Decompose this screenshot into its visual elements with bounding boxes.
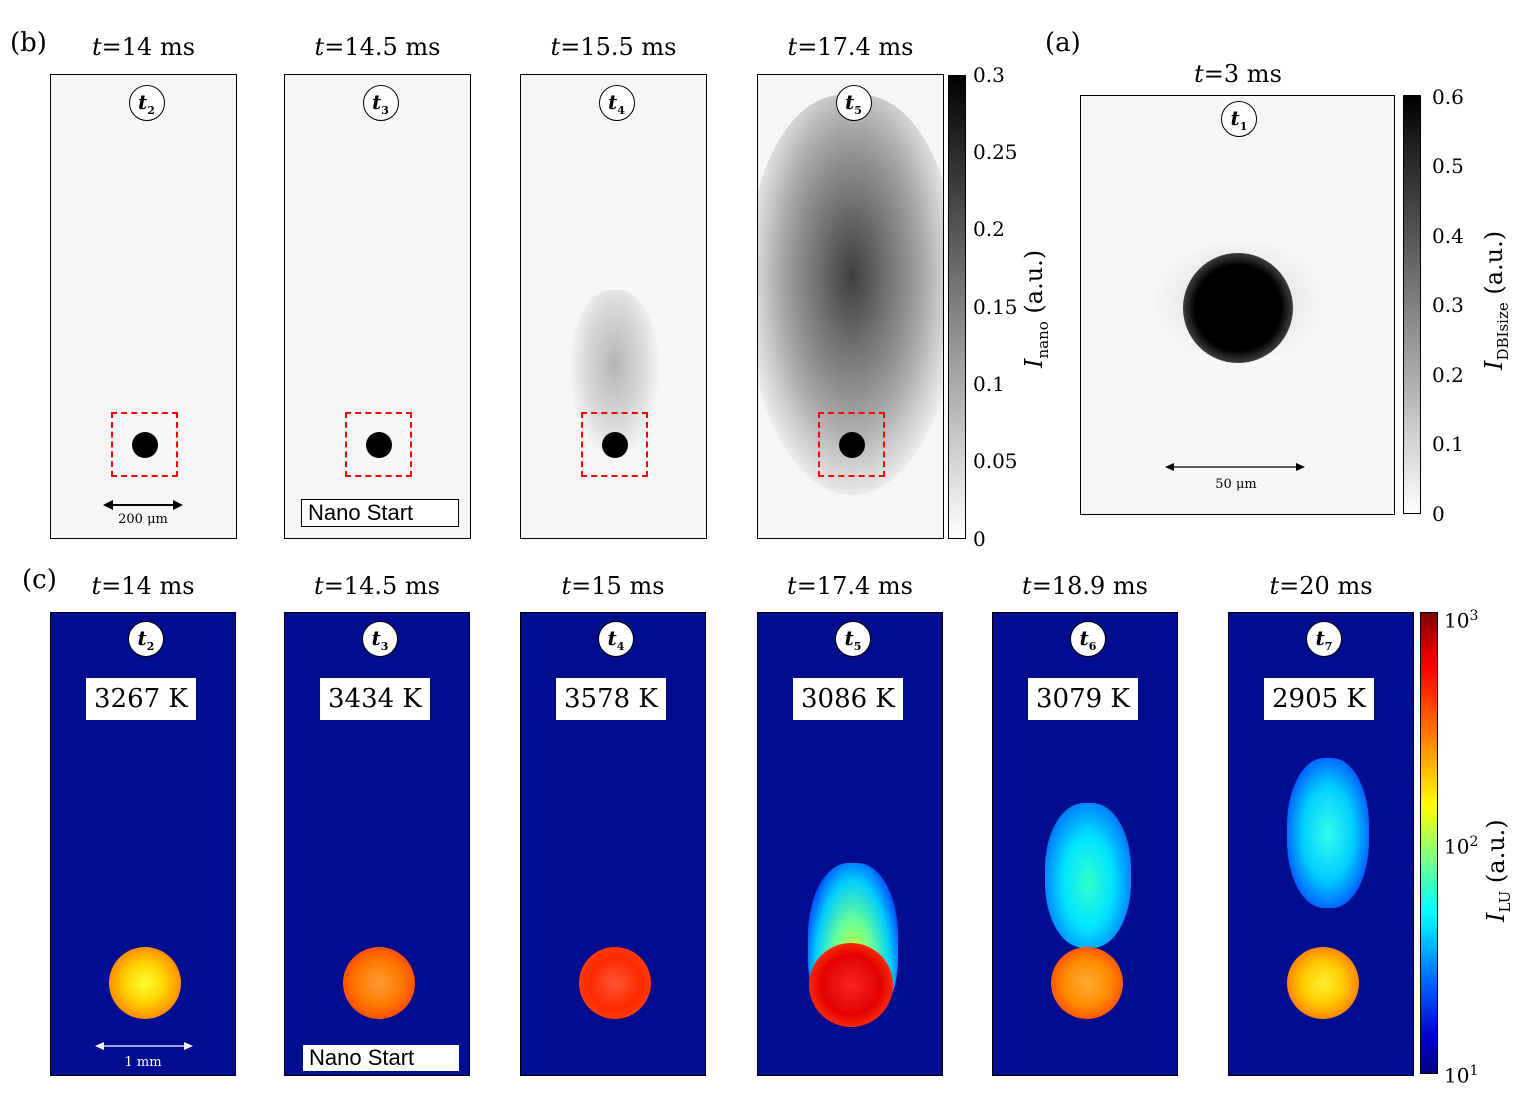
tag-t1: t1 xyxy=(1221,101,1257,137)
roi-box xyxy=(111,412,178,477)
colorbar-a-tick: 0.5 xyxy=(1432,154,1464,178)
panel-b-frame-4: t5 xyxy=(757,74,944,539)
tag-t3: t3 xyxy=(362,85,399,121)
droplet-image xyxy=(132,432,158,458)
panel-b-title-2: t=14.5 ms xyxy=(314,33,441,61)
colorbar-b-tick: 0.1 xyxy=(973,372,1005,396)
panel-c-frame-6: 2905 K t7 xyxy=(1228,612,1414,1076)
tag-t4: t4 xyxy=(598,85,635,121)
scale-label-a: 50 μm xyxy=(1215,477,1257,492)
panel-b-frame-3: t4 xyxy=(520,74,707,539)
droplet-image xyxy=(602,432,628,458)
colorbar-a-tick: 0.1 xyxy=(1432,432,1464,456)
panel-b-title-3: t=15.5 ms xyxy=(550,33,677,61)
temperature-label-2: 3434 K xyxy=(320,678,430,720)
panel-c-frame-5: 3079 K t6 xyxy=(992,612,1178,1076)
scale-bar-b xyxy=(103,500,183,510)
nano-start-label-b: Nano Start xyxy=(301,499,459,527)
colorbar-b-label: Inano (a.u.) xyxy=(1020,249,1052,368)
panel-c-title-1: t=14 ms xyxy=(91,572,195,600)
colorbar-a-label: IDBIsize (a.u.) xyxy=(1480,230,1512,370)
plume-image xyxy=(758,95,943,495)
scale-label-b: 200 μm xyxy=(118,512,168,527)
colorbar-b-tick: 0.15 xyxy=(973,295,1018,319)
tag-t4: t4 xyxy=(598,621,634,657)
panel-a-image: t1 50 μm xyxy=(1080,95,1395,515)
panel-c-title-5: t=18.9 ms xyxy=(1022,572,1148,600)
panel-c-title-2: t=14.5 ms xyxy=(314,572,440,600)
droplet-image xyxy=(1051,947,1123,1019)
colorbar-c-tick: 101 xyxy=(1444,1063,1479,1088)
panel-c-frame-4: 3086 K t5 xyxy=(757,612,943,1076)
colorbar-a-tick: 0.2 xyxy=(1432,363,1464,387)
scale-bar-a xyxy=(1165,463,1305,471)
colorbar-b-tick: 0.05 xyxy=(973,449,1018,473)
nano-start-label-c: Nano Start xyxy=(303,1045,459,1071)
scale-label-c: 1 mm xyxy=(124,1055,162,1070)
panel-c-title-6: t=20 ms xyxy=(1269,572,1373,600)
panel-c-frame-3: 3578 K t4 xyxy=(520,612,706,1076)
colorbar-a-tick: 0.6 xyxy=(1432,85,1464,109)
colorbar-b-tick: 0 xyxy=(973,527,986,551)
temperature-label-1: 3267 K xyxy=(86,678,196,720)
temperature-label-5: 3079 K xyxy=(1028,678,1138,720)
roi-box xyxy=(345,412,412,477)
colorbar-b-tick: 0.2 xyxy=(973,217,1005,241)
panel-b-title-1: t=14 ms xyxy=(91,33,196,61)
colorbar-a xyxy=(1403,95,1421,514)
droplet-image xyxy=(1287,947,1359,1019)
colorbar-c-tick: 103 xyxy=(1444,608,1479,633)
colorbar-a-tick: 0.3 xyxy=(1432,293,1464,317)
panel-label-b: (b) xyxy=(10,28,47,58)
panel-c-title-3: t=15 ms xyxy=(561,572,665,600)
colorbar-b-tick: 0.25 xyxy=(973,140,1018,164)
tag-t3: t3 xyxy=(362,621,398,657)
colorbar-c-label: ILU (a.u.) xyxy=(1482,819,1514,922)
droplet-image xyxy=(109,947,181,1019)
panel-b-frame-1: t2 200 μm xyxy=(50,74,237,539)
colorbar-b xyxy=(948,75,966,539)
plume-image xyxy=(1045,803,1131,948)
tag-t5: t5 xyxy=(835,85,872,121)
tag-t2: t2 xyxy=(128,621,164,657)
droplet-image xyxy=(1183,253,1293,363)
droplet-image xyxy=(343,947,415,1019)
tag-t7: t7 xyxy=(1306,621,1342,657)
tag-t5: t5 xyxy=(835,621,871,657)
temperature-label-4: 3086 K xyxy=(793,678,903,720)
roi-box xyxy=(818,412,885,477)
colorbar-a-tick: 0.4 xyxy=(1432,224,1464,248)
temperature-label-3: 3578 K xyxy=(556,678,666,720)
plume-image xyxy=(1287,758,1369,908)
colorbar-c-tick: 102 xyxy=(1444,834,1479,859)
scale-bar-c xyxy=(95,1042,193,1050)
panel-c-title-4: t=17.4 ms xyxy=(787,572,913,600)
droplet-image xyxy=(366,432,392,458)
colorbar-a-tick: 0 xyxy=(1432,502,1445,526)
plume-image xyxy=(571,290,658,456)
panel-b-title-4: t=17.4 ms xyxy=(787,33,914,61)
colorbar-c xyxy=(1420,612,1438,1074)
droplet-image xyxy=(839,432,865,458)
panel-b-frame-2: t3 Nano Start xyxy=(284,74,471,539)
panel-a-title: t=3 ms xyxy=(1194,60,1282,88)
panel-c-frame-2: 3434 K t3 Nano Start xyxy=(284,612,470,1076)
tag-t6: t6 xyxy=(1070,621,1106,657)
tag-t2: t2 xyxy=(128,85,165,121)
panel-c-frame-1: 3267 K t2 1 mm xyxy=(50,612,236,1076)
panel-label-c: (c) xyxy=(22,565,57,595)
droplet-image xyxy=(809,943,893,1027)
roi-box xyxy=(581,412,648,477)
droplet-image xyxy=(579,947,651,1019)
temperature-label-6: 2905 K xyxy=(1264,678,1374,720)
panel-label-a: (a) xyxy=(1045,28,1081,58)
colorbar-b-tick: 0.3 xyxy=(973,63,1005,87)
